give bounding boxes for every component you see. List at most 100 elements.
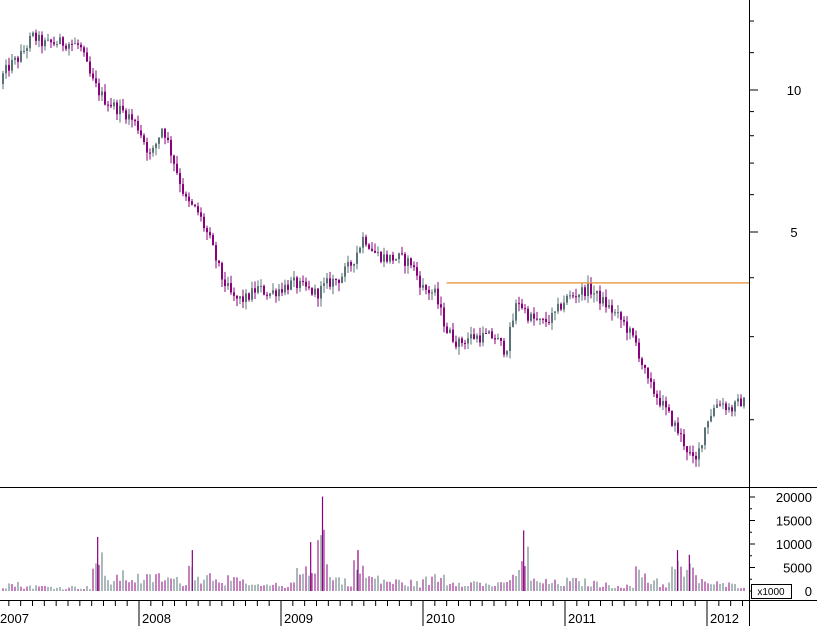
candle-body	[311, 287, 313, 295]
price-candle	[14, 56, 16, 65]
price-candle	[500, 337, 502, 346]
candle-body	[659, 397, 661, 406]
candle-body	[509, 326, 511, 352]
price-candle	[479, 327, 481, 347]
candle-body	[68, 43, 70, 49]
candle-body	[500, 337, 502, 341]
price-candle	[719, 400, 721, 407]
price-candle	[467, 332, 469, 349]
price-candle	[200, 207, 202, 222]
candle-body	[548, 321, 550, 323]
price-candle	[437, 281, 439, 309]
price-candle	[737, 394, 739, 407]
candle-body	[431, 292, 433, 294]
candle-body	[395, 259, 397, 261]
candle-body	[527, 308, 529, 321]
candle-body	[119, 105, 121, 115]
candle-body	[74, 43, 76, 45]
candle-body	[101, 91, 103, 96]
price-candle	[419, 271, 421, 295]
price-candle	[59, 33, 61, 45]
candle-body	[392, 254, 394, 261]
candle-body	[89, 61, 91, 74]
candle-body	[275, 290, 277, 297]
price-candle	[683, 429, 685, 451]
price-candle	[692, 445, 694, 464]
candle-body	[62, 37, 64, 46]
price-candle	[668, 404, 670, 413]
candle-body	[383, 254, 385, 262]
price-candle	[464, 339, 466, 350]
candle-body	[302, 280, 304, 282]
candle-body	[221, 263, 223, 280]
candle-body	[680, 433, 682, 435]
candle-body	[572, 295, 574, 297]
year-label: 2008	[142, 611, 171, 626]
price-candle	[29, 32, 31, 52]
candle-body	[503, 340, 505, 355]
price-candle	[239, 296, 241, 305]
candle-body	[281, 289, 283, 293]
candle-body	[434, 288, 436, 293]
candle-body	[635, 335, 637, 343]
candle-body	[20, 51, 22, 62]
candle-body	[581, 287, 583, 295]
candle-body	[92, 73, 94, 79]
price-candle	[632, 327, 634, 338]
candle-body	[536, 318, 538, 320]
price-candle	[515, 299, 517, 325]
candle-body	[410, 258, 412, 266]
price-candle	[383, 247, 385, 268]
unit-box-frame	[751, 584, 792, 599]
price-candle	[713, 404, 715, 418]
candle-body	[494, 338, 496, 340]
candle-body	[458, 338, 460, 347]
candle-body	[233, 292, 235, 296]
candle-body	[224, 279, 226, 287]
candle-body	[569, 295, 571, 297]
candle-body	[716, 404, 718, 408]
price-candle	[425, 283, 427, 295]
price-candle	[287, 279, 289, 295]
price-candle	[92, 67, 94, 81]
price-candle	[47, 33, 49, 42]
price-candle	[404, 252, 406, 274]
candle-body	[407, 258, 409, 266]
price-candle	[539, 318, 541, 326]
candle-body	[533, 313, 535, 319]
price-candle	[524, 304, 526, 314]
price-candle	[581, 283, 583, 301]
price-candle	[266, 291, 268, 300]
candle-body	[704, 427, 706, 446]
price-candle	[314, 284, 316, 298]
candle-body	[626, 321, 628, 333]
price-candle	[521, 298, 523, 310]
candle-body	[359, 247, 361, 253]
price-candle	[638, 338, 640, 363]
candle-body	[602, 297, 604, 304]
candle-body	[368, 244, 370, 249]
candle-body	[713, 407, 715, 416]
candle-body	[329, 278, 331, 287]
price-candle	[344, 262, 346, 282]
price-candle	[458, 336, 460, 355]
price-candle	[128, 108, 130, 125]
price-candle	[23, 44, 25, 55]
price-candle	[362, 232, 364, 254]
candle-body	[404, 253, 406, 266]
candle-body	[26, 48, 28, 51]
price-candle	[551, 307, 553, 330]
candle-body	[44, 40, 46, 47]
candle-body	[284, 284, 286, 293]
candle-body	[491, 331, 493, 339]
candle-body	[614, 312, 616, 314]
candle-body	[677, 422, 679, 434]
price-candle	[356, 245, 358, 270]
candle-body	[197, 206, 199, 213]
price-candle	[152, 145, 154, 157]
price-candle	[575, 288, 577, 304]
candle-body	[86, 52, 88, 62]
price-candle	[593, 285, 595, 303]
candle-body	[134, 119, 136, 122]
price-candle	[554, 311, 556, 321]
